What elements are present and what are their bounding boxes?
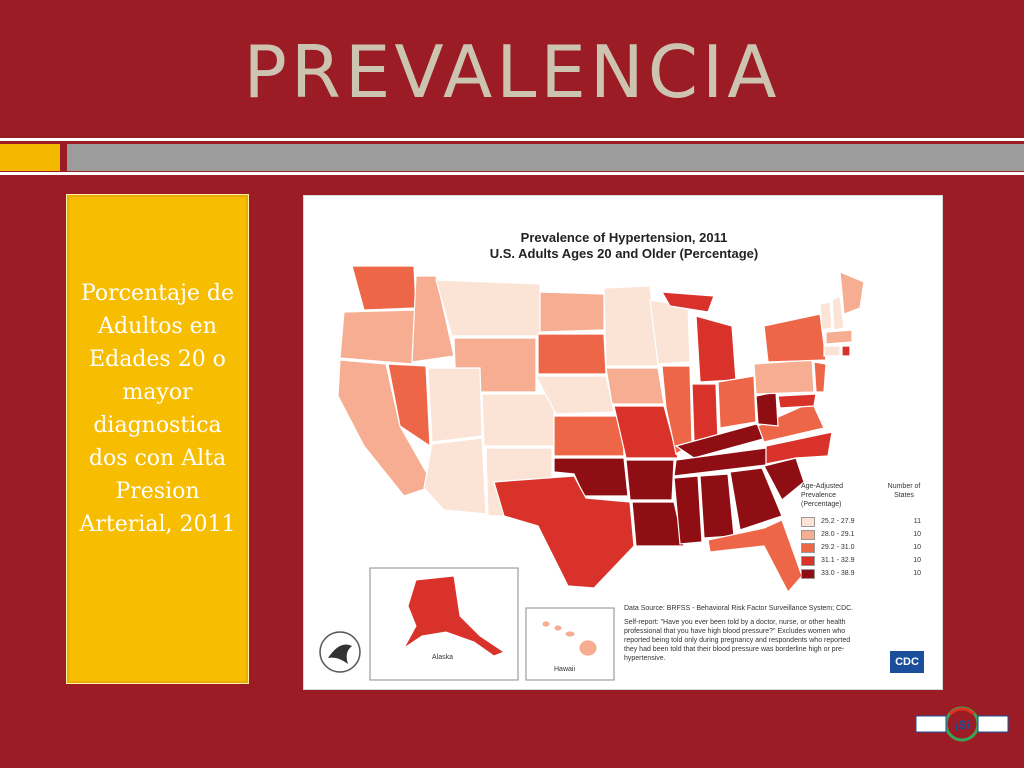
region-west-virginia <box>755 391 779 427</box>
legend-range: 33.0 - 38.9 <box>821 570 855 577</box>
legend-range: 31.1 - 32.9 <box>821 557 855 564</box>
self-report-text: Self-report: "Have you ever been told by… <box>624 619 851 662</box>
accent-bar-gray <box>67 144 1024 171</box>
logo-text: ¡Sí <box>954 718 970 732</box>
legend-count: 10 <box>913 557 921 564</box>
region-missouri <box>613 405 679 459</box>
region-michigan <box>695 315 737 383</box>
region-mississippi <box>673 475 703 545</box>
region-maryland <box>777 393 817 409</box>
legend-row: 29.2 - 31.0 10 <box>801 541 921 554</box>
legend-swatch <box>801 529 815 540</box>
legend-swatch <box>801 542 815 553</box>
region-arizona <box>423 437 487 515</box>
top-divider <box>0 138 1024 141</box>
program-logo: ¡Sí <box>915 706 1009 742</box>
region-nevada <box>387 363 431 448</box>
legend-range: 29.2 - 31.0 <box>821 544 855 551</box>
slide-title: PREVALENCIA <box>243 30 781 114</box>
region-utah <box>427 367 483 443</box>
region-colorado <box>481 393 555 447</box>
region-maine <box>839 271 865 315</box>
region-louisiana <box>631 501 685 547</box>
map-legend: Age-Adjusted Prevalence (Percentage) Num… <box>801 482 921 580</box>
region-michigan-up <box>660 291 715 313</box>
map-source: Data Source: BRFSS - Behavioral Risk Fac… <box>624 604 864 663</box>
cdc-logo: CDC <box>890 651 924 673</box>
legend-row: 33.0 - 38.9 10 <box>801 567 921 580</box>
source-text: Data Source: BRFSS - Behavioral Risk Fac… <box>624 605 854 612</box>
region-connecticut <box>823 345 841 357</box>
region-vermont <box>819 301 833 331</box>
accent-bar-yellow <box>0 144 60 171</box>
legend-row: 31.1 - 32.9 10 <box>801 554 921 567</box>
region-new-york <box>763 313 827 363</box>
description-box: Porcentaje de Adultos en Edades 20 o may… <box>66 194 249 684</box>
map-title-line1: Prevalence of Hypertension, 2011 <box>520 230 728 245</box>
region-minnesota <box>603 285 659 367</box>
region-rhode-island <box>841 345 851 357</box>
hawaii-label: Hawaii <box>554 666 576 673</box>
legend-row: 25.2 - 27.9 11 <box>801 515 921 528</box>
legend-row: 28.0 - 29.1 10 <box>801 528 921 541</box>
us-map <box>319 265 865 681</box>
region-indiana <box>691 383 719 443</box>
region-virginia <box>757 401 825 443</box>
legend-count: 11 <box>913 518 921 525</box>
region-south-dakota <box>537 333 607 375</box>
map-title: Prevalence of Hypertension, 2011 U.S. Ad… <box>304 230 944 262</box>
region-massachusetts <box>825 329 853 345</box>
region-iowa <box>605 367 665 405</box>
region-georgia <box>729 467 783 531</box>
region-north-carolina <box>765 431 833 465</box>
region-california <box>337 359 435 497</box>
region-montana <box>435 279 541 337</box>
region-new-jersey <box>813 361 827 393</box>
legend-range: 25.2 - 27.9 <box>821 518 855 525</box>
description-text: Porcentaje de Adultos en Edades 20 o may… <box>79 281 236 537</box>
legend-count: 10 <box>913 570 921 577</box>
legend-swatch <box>801 516 815 527</box>
region-florida <box>707 519 803 594</box>
legend-header-right: Number of States <box>887 483 921 499</box>
region-oregon <box>339 309 417 365</box>
region-hawaii <box>541 620 598 657</box>
region-north-dakota <box>539 291 605 333</box>
region-alaska <box>403 575 506 657</box>
region-ohio <box>717 375 757 429</box>
hawaii-inset-frame <box>525 607 615 681</box>
legend-header: Age-Adjusted Prevalence (Percentage) Num… <box>801 482 921 509</box>
alaska-label: Alaska <box>432 654 454 661</box>
legend-count: 10 <box>913 531 921 538</box>
region-alabama <box>699 473 735 539</box>
region-idaho <box>411 275 455 363</box>
map-title-line2: U.S. Adults Ages 20 and Older (Percentag… <box>489 246 759 261</box>
region-pennsylvania <box>753 359 815 395</box>
bottom-divider <box>0 172 1024 175</box>
legend-header-left: Age-Adjusted Prevalence (Percentage) <box>801 483 844 508</box>
region-nebraska <box>535 375 615 415</box>
region-new-hampshire <box>831 295 845 331</box>
hypertension-map-image: Prevalence of Hypertension, 2011 U.S. Ad… <box>303 195 943 690</box>
legend-swatch <box>801 555 815 566</box>
legend-range: 28.0 - 29.1 <box>821 531 855 538</box>
region-washington <box>351 265 417 311</box>
region-arkansas <box>625 459 675 501</box>
legend-swatch <box>801 568 815 579</box>
legend-count: 10 <box>913 544 921 551</box>
hhs-seal-icon <box>319 631 361 673</box>
region-texas <box>493 475 635 589</box>
region-kansas <box>553 415 625 457</box>
